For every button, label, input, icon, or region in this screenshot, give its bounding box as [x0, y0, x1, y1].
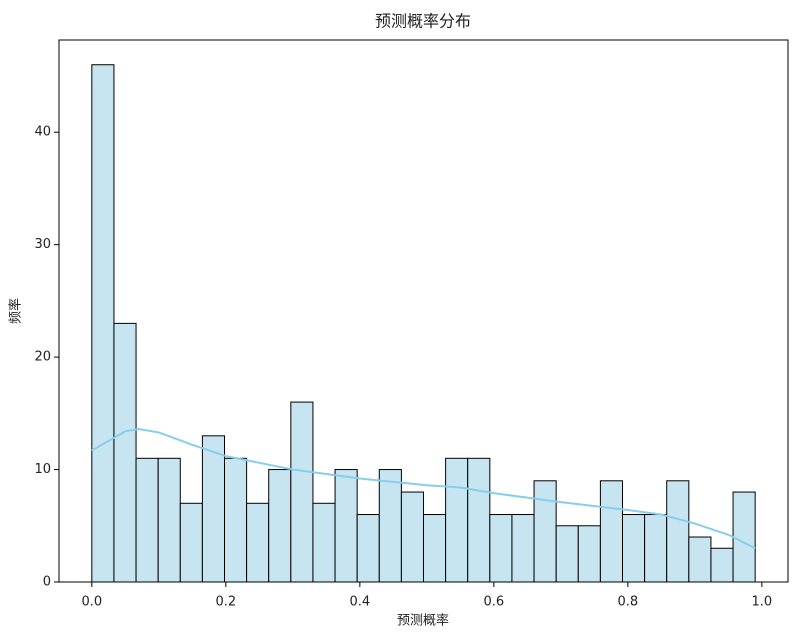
bar [290, 401, 314, 583]
y-tick-label: 10 [34, 462, 51, 477]
x-tick-label: 0.8 [618, 595, 639, 610]
x-tick-label: 0.6 [484, 595, 505, 610]
bar [113, 322, 137, 583]
kde-line [91, 428, 756, 550]
bar [622, 514, 646, 583]
bar [577, 525, 601, 583]
bar [489, 514, 513, 583]
bar [400, 491, 425, 583]
bar [356, 514, 380, 583]
bar [555, 525, 579, 583]
plot-frame [58, 39, 789, 583]
bar [312, 502, 336, 583]
x-tick-label: 0.2 [215, 595, 236, 610]
x-tick-label: 0.0 [81, 595, 102, 610]
bar [201, 435, 225, 583]
bar [445, 457, 469, 583]
y-tick-label: 0 [43, 575, 51, 590]
bar [223, 457, 248, 583]
bar [688, 536, 712, 583]
bar [334, 469, 358, 583]
bar [246, 502, 270, 583]
bar [157, 457, 181, 583]
chart-title: 预测概率分布 [375, 12, 471, 31]
y-tick-label: 40 [34, 125, 51, 140]
bar [268, 469, 292, 583]
bar [467, 457, 491, 583]
y-tick-label: 20 [34, 350, 51, 365]
bar [710, 547, 734, 583]
bar [179, 502, 203, 583]
bar [135, 457, 159, 583]
bar [533, 480, 557, 583]
bar [732, 491, 756, 583]
bar [511, 514, 535, 583]
bar [644, 514, 668, 583]
bar [666, 480, 690, 583]
bar [378, 469, 402, 583]
bar [423, 514, 447, 583]
x-axis-label: 预测概率 [397, 613, 449, 629]
y-axis-label: 频率 [8, 298, 24, 324]
x-tick-label: 1.0 [752, 595, 773, 610]
bar [599, 480, 624, 583]
bar [91, 64, 115, 583]
y-tick-label: 30 [34, 237, 51, 252]
x-tick-label: 0.4 [350, 595, 371, 610]
